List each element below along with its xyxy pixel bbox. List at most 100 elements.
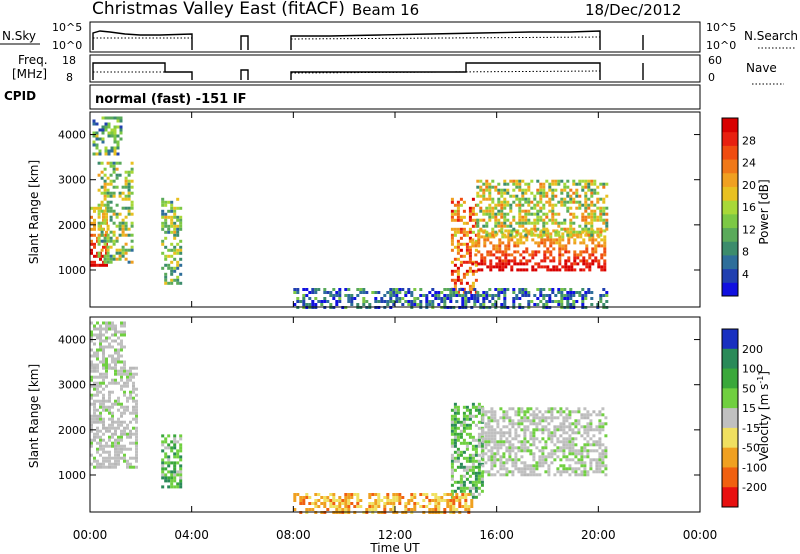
power-cell <box>519 238 523 242</box>
power-cell <box>590 233 594 237</box>
velocity-cell <box>467 493 471 496</box>
power-cell <box>461 294 465 297</box>
power-cell <box>603 259 607 263</box>
power-cell <box>483 235 487 239</box>
power-cell <box>497 182 501 186</box>
power-cell <box>113 137 117 141</box>
velocity-cell <box>496 419 500 423</box>
power-cell <box>498 262 502 266</box>
velocity-cell <box>90 420 93 424</box>
velocity-cell <box>493 431 497 435</box>
power-cell <box>471 284 475 288</box>
power-cell <box>480 268 484 272</box>
velocity-cell <box>102 366 105 370</box>
power-cell <box>542 230 546 234</box>
x-axis-label: Time UT <box>369 541 420 554</box>
power-cell <box>501 259 505 263</box>
power-cell <box>116 152 120 156</box>
power-cell <box>527 291 531 294</box>
power-cell <box>518 203 522 207</box>
power-cell <box>103 236 107 240</box>
velocity-cell <box>135 438 138 442</box>
velocity-cell <box>431 499 435 502</box>
velocity-cell <box>99 411 102 415</box>
power-cell <box>110 131 114 135</box>
power-cell <box>602 182 606 186</box>
power-cell <box>347 288 351 291</box>
velocity-cell <box>481 455 485 459</box>
velocity-cell <box>96 333 99 337</box>
power-cell <box>519 232 523 236</box>
power-cell <box>456 266 460 270</box>
power-cell <box>356 294 360 297</box>
power-cell <box>464 291 468 294</box>
velocity-cell <box>167 470 171 474</box>
velocity-cell <box>99 441 102 445</box>
velocity-cell <box>123 366 126 370</box>
velocity-cell <box>508 470 512 474</box>
power-cell <box>569 221 573 225</box>
velocity-cell <box>99 381 102 385</box>
velocity-cell <box>502 425 506 429</box>
power-cell <box>494 188 498 192</box>
power-cell <box>485 182 489 186</box>
power-colorbar-swatch <box>722 118 738 133</box>
power-cell <box>371 291 375 294</box>
velocity-cell <box>117 420 120 424</box>
power-cell <box>578 179 582 183</box>
power-cell <box>572 200 576 204</box>
velocity-cell <box>574 419 578 423</box>
velocity-cell <box>135 393 138 397</box>
power-cell <box>515 233 519 237</box>
power-cell <box>587 206 591 210</box>
velocity-cell <box>468 465 472 469</box>
power-cell <box>603 247 607 251</box>
velocity-cell <box>547 407 551 411</box>
power-cell <box>476 218 480 222</box>
power-cell <box>494 224 498 228</box>
power-cell <box>173 209 177 213</box>
power-cell <box>377 300 381 303</box>
power-cell <box>456 269 460 273</box>
velocity-cell <box>449 499 453 502</box>
power-cell <box>483 259 487 263</box>
power-cell <box>579 253 583 257</box>
velocity-cell <box>120 342 123 346</box>
velocity-cell <box>416 502 420 505</box>
power-cell <box>597 259 601 263</box>
power-cell <box>112 233 116 237</box>
velocity-cell <box>556 467 560 471</box>
velocity-cell <box>487 440 491 444</box>
velocity-cell <box>96 429 99 433</box>
velocity-cell <box>135 441 138 445</box>
power-cell <box>482 218 486 222</box>
power-cell <box>173 278 177 282</box>
power-cell <box>474 244 478 248</box>
velocity-cell <box>102 402 105 406</box>
velocity-cell <box>102 372 105 376</box>
velocity-cell <box>111 411 114 415</box>
power-cell <box>105 215 108 219</box>
velocity-cell <box>577 467 581 471</box>
power-cell <box>584 197 588 201</box>
velocity-cell <box>474 447 478 451</box>
power-cell <box>179 224 183 228</box>
velocity-ylabel: Slant Range [km] <box>27 364 41 468</box>
velocity-cell <box>332 502 336 505</box>
power-cell <box>485 212 489 216</box>
power-cell <box>539 188 543 192</box>
power-cell <box>97 239 101 243</box>
power-cell <box>566 179 570 183</box>
power-cell <box>540 259 544 263</box>
power-cell <box>115 203 119 207</box>
velocity-cell <box>577 461 581 465</box>
velocity-cell <box>586 428 590 432</box>
power-cell <box>500 188 504 192</box>
power-cell <box>124 206 128 210</box>
power-cell <box>504 250 508 254</box>
power-cell <box>476 194 480 198</box>
power-cell <box>552 265 556 269</box>
power-cell <box>456 212 460 216</box>
velocity-cell <box>604 446 608 450</box>
velocity-cell <box>93 366 96 370</box>
